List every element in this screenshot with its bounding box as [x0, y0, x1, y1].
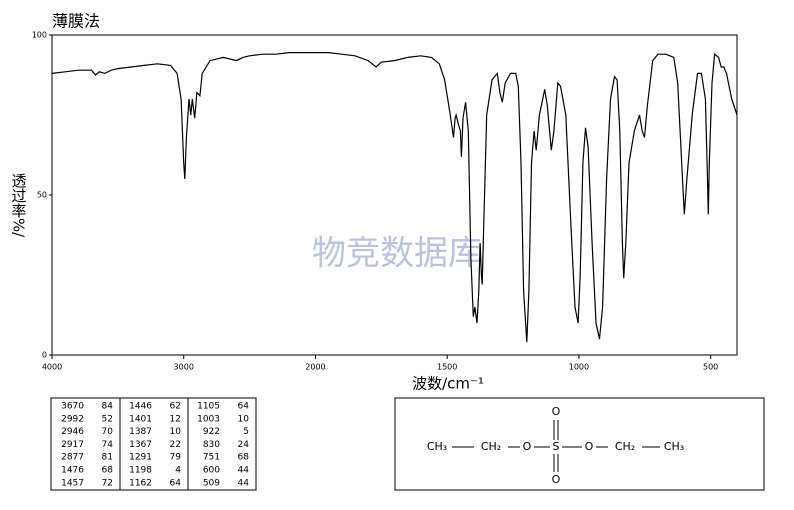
peak-transmittance: 10: [170, 427, 182, 437]
peak-wavenumber: 2946: [61, 427, 84, 437]
atom-label: CH₃: [664, 440, 684, 453]
atom-label: O: [523, 440, 532, 453]
atom-label: CH₃: [427, 440, 447, 453]
peak-wavenumber: 509: [203, 478, 220, 488]
peak-transmittance: 5: [243, 427, 249, 437]
peak-transmittance: 74: [102, 440, 114, 450]
atom-label: CH₂: [481, 440, 501, 453]
watermark: 物竞数据库: [312, 234, 482, 274]
peak-wavenumber: 600: [203, 466, 220, 476]
x-tick-label: 500: [703, 363, 718, 372]
peak-wavenumber: 1198: [129, 466, 152, 476]
spectrum-line: [51, 52, 738, 343]
peak-transmittance: 70: [102, 427, 114, 437]
atom-label: S: [553, 440, 560, 453]
peak-wavenumber: 1003: [197, 414, 220, 424]
atom-label: O: [552, 473, 561, 486]
peak-transmittance: 22: [170, 440, 181, 450]
x-tick-label: 2000: [305, 363, 325, 372]
y-tick-label: 50: [37, 191, 47, 200]
peak-table-frame: [50, 397, 257, 491]
peak-transmittance: 44: [238, 466, 250, 476]
y-tick-label: 0: [42, 351, 47, 360]
peak-wavenumber: 1457: [61, 478, 84, 488]
peak-transmittance: 24: [238, 440, 250, 450]
peak-wavenumber: 2917: [61, 440, 84, 450]
peak-wavenumber: 2992: [61, 414, 84, 424]
peak-wavenumber: 1476: [61, 466, 84, 476]
bonds: [452, 420, 660, 472]
peak-transmittance: 64: [170, 478, 182, 488]
peak-transmittance: 81: [102, 453, 113, 463]
atom-label: CH₂: [615, 440, 635, 453]
peak-wavenumber: 3670: [61, 402, 84, 412]
atom-label: O: [585, 440, 594, 453]
peak-transmittance: 12: [170, 414, 181, 424]
peak-wavenumber: 1446: [129, 402, 152, 412]
peak-wavenumber: 2877: [61, 453, 84, 463]
peak-wavenumber: 1291: [129, 453, 152, 463]
y-axis-label: 透过率%/: [10, 173, 28, 238]
peak-wavenumber: 830: [203, 440, 220, 450]
plot-frame: [51, 34, 738, 356]
x-tick-label: 1000: [569, 363, 589, 372]
peak-transmittance: 62: [170, 402, 181, 412]
structure-frame: [394, 397, 765, 491]
peak-transmittance: 68: [238, 453, 250, 463]
peak-wavenumber: 1367: [129, 440, 152, 450]
y-tick-label: 100: [32, 31, 47, 40]
x-tick-label: 3000: [174, 363, 194, 372]
peak-transmittance: 64: [238, 402, 250, 412]
peak-wavenumber: 1387: [129, 427, 152, 437]
peak-wavenumber: 1162: [129, 478, 152, 488]
atom-label: O: [552, 405, 561, 418]
peak-transmittance: 72: [102, 478, 113, 488]
peak-transmittance: 68: [102, 466, 114, 476]
x-tick-label: 4000: [42, 363, 62, 372]
x-axis-label: 波数/cm⁻¹: [412, 375, 484, 393]
x-tick-label: 1500: [437, 363, 457, 372]
peak-transmittance: 84: [102, 402, 114, 412]
peak-transmittance: 79: [170, 453, 182, 463]
peak-transmittance: 10: [238, 414, 250, 424]
peak-wavenumber: 922: [203, 427, 220, 437]
peak-transmittance: 44: [238, 478, 250, 488]
peak-wavenumber: 1105: [197, 402, 220, 412]
peak-wavenumber: 1401: [129, 414, 152, 424]
peak-transmittance: 52: [102, 414, 113, 424]
chart-title: 薄膜法: [52, 12, 100, 31]
peak-wavenumber: 751: [203, 453, 220, 463]
peak-transmittance: 4: [175, 466, 181, 476]
